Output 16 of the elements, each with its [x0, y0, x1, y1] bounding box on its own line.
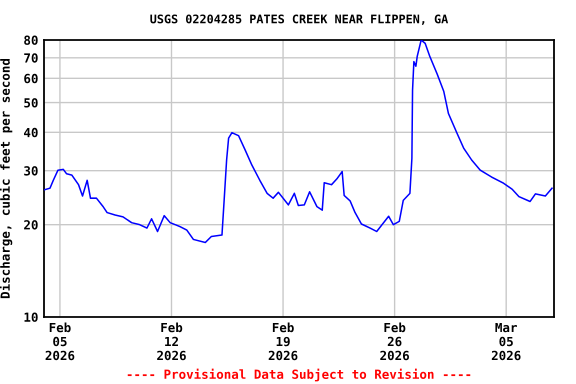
text: ---- Provisional Data Subject to Revision ---- [128, 368, 470, 382]
x-tick-label: Feb 05 2026 [46, 322, 74, 360]
y-tick-label: 50 [24, 98, 38, 108]
x-tick-label: Feb 19 2026 [268, 322, 298, 360]
y-tick-label: 20 [24, 220, 38, 230]
x-tick-label: Mar 05 2026 [492, 322, 521, 360]
y-tick-label: 10 [24, 312, 38, 322]
y-tick-label: 60 [24, 74, 38, 84]
y-tick-label: 80 [24, 35, 38, 45]
y-tick-label: 30 [24, 166, 38, 176]
x-tick-label: Feb 12 2026 [157, 322, 186, 360]
y-tick-label: 40 [24, 128, 38, 138]
y-tick-label: 70 [24, 53, 38, 63]
y-axis-title: Discharge, cubic feet per second [0, 59, 12, 298]
chart-title: USGS 02204285 PATES CREEK NEAR FLIPPEN, GA [150, 14, 448, 25]
x-tick-label: Feb 26 2026 [380, 322, 409, 360]
